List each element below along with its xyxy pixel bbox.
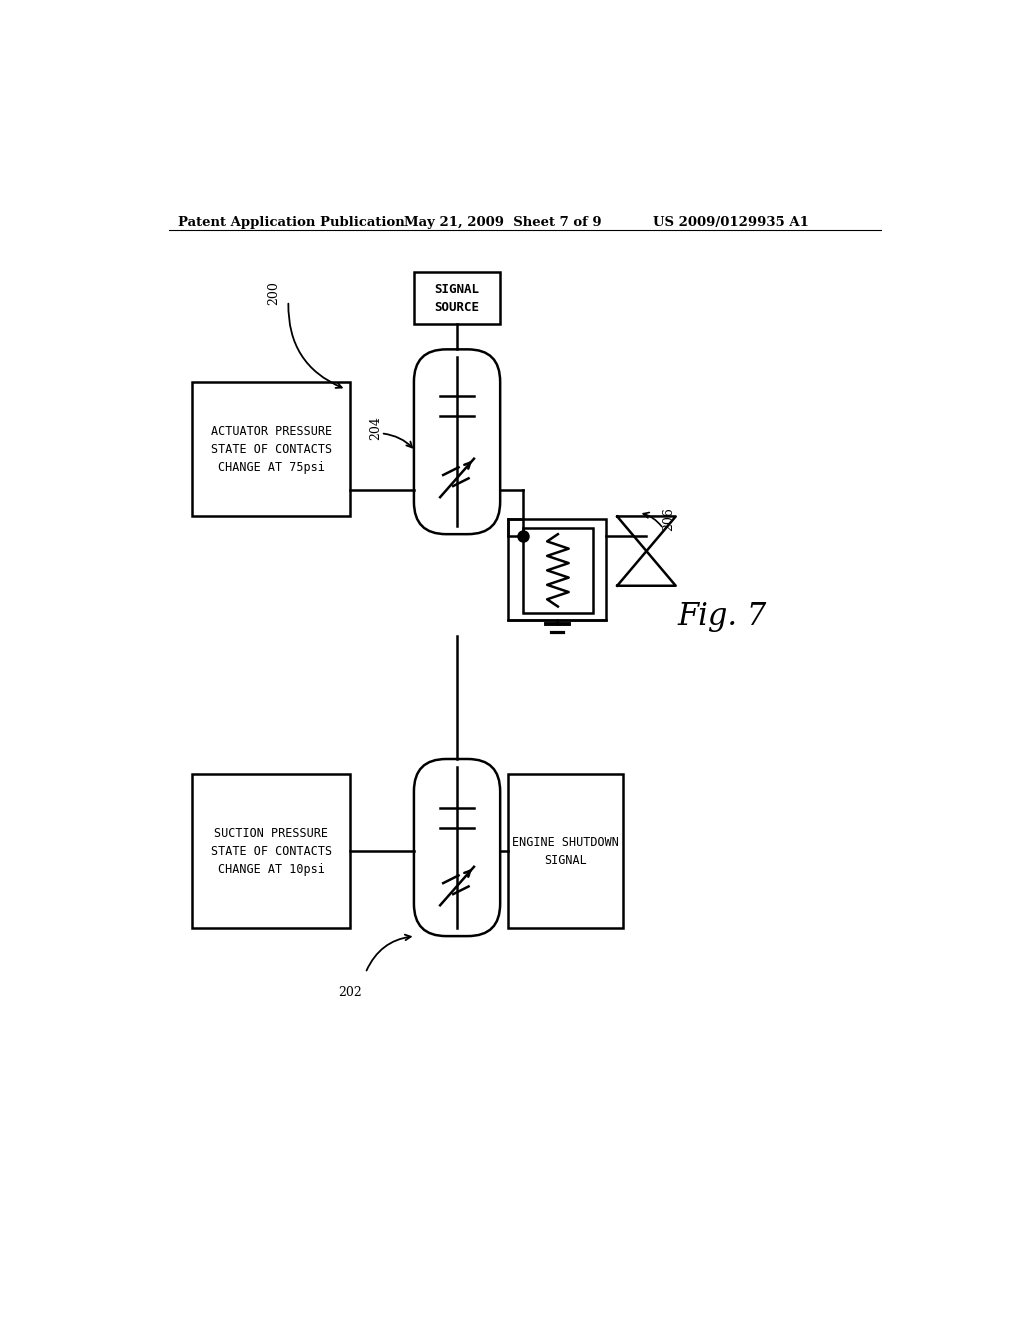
Text: 202: 202 <box>339 986 362 999</box>
Text: 200: 200 <box>267 281 281 305</box>
Text: ENGINE SHUTDOWN
SIGNAL: ENGINE SHUTDOWN SIGNAL <box>512 836 620 867</box>
FancyBboxPatch shape <box>523 528 593 612</box>
FancyBboxPatch shape <box>414 350 500 535</box>
Text: US 2009/0129935 A1: US 2009/0129935 A1 <box>652 216 809 230</box>
Text: May 21, 2009  Sheet 7 of 9: May 21, 2009 Sheet 7 of 9 <box>403 216 601 230</box>
Text: 206: 206 <box>662 507 675 531</box>
Text: Patent Application Publication: Patent Application Publication <box>178 216 406 230</box>
Text: ACTUATOR PRESSURE
STATE OF CONTACTS
CHANGE AT 75psi: ACTUATOR PRESSURE STATE OF CONTACTS CHAN… <box>211 425 332 474</box>
Text: SUCTION PRESSURE
STATE OF CONTACTS
CHANGE AT 10psi: SUCTION PRESSURE STATE OF CONTACTS CHANG… <box>211 826 332 876</box>
FancyBboxPatch shape <box>508 775 624 928</box>
FancyBboxPatch shape <box>414 759 500 936</box>
FancyBboxPatch shape <box>193 775 350 928</box>
Text: 204: 204 <box>370 416 382 441</box>
Text: Fig. 7: Fig. 7 <box>677 601 767 632</box>
FancyBboxPatch shape <box>414 272 500 323</box>
FancyBboxPatch shape <box>193 381 350 516</box>
FancyBboxPatch shape <box>508 519 606 620</box>
Text: SIGNAL
SOURCE: SIGNAL SOURCE <box>434 282 479 314</box>
